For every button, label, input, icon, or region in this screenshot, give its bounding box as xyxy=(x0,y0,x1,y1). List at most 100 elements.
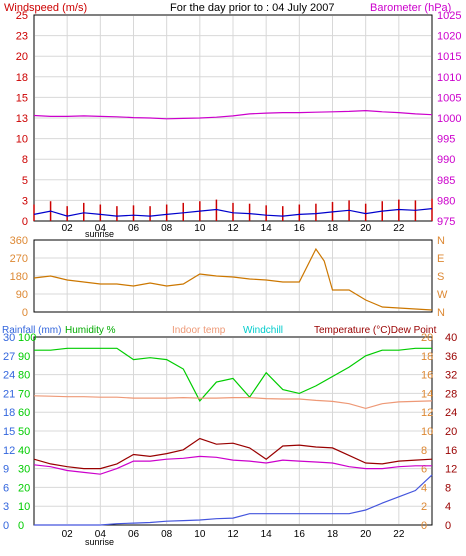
p1-right-tick: 1020 xyxy=(437,31,461,43)
sunrise-label-bottom: sunrise xyxy=(85,537,114,547)
p1-left-tick: 10 xyxy=(16,134,28,146)
x-tick-bottom: 18 xyxy=(327,529,339,540)
x-tick-top: 22 xyxy=(393,223,405,234)
p3-axis-tick: 16 xyxy=(445,445,457,457)
wind-direction-line xyxy=(33,247,433,311)
p3-axis-tick: 50 xyxy=(18,426,30,438)
p3-axis-tick: 21 xyxy=(3,388,15,400)
p3-axis-tick: 40 xyxy=(18,445,30,457)
p1-left-tick: 18 xyxy=(16,72,28,84)
series-1 xyxy=(33,395,433,410)
p3-axis-tick: 18 xyxy=(421,351,433,363)
x-tick-top: 20 xyxy=(360,223,372,234)
windspeed-label: Windspeed (m/s) xyxy=(4,2,87,14)
x-tick-bottom: 02 xyxy=(62,529,74,540)
barometer-line xyxy=(33,109,433,120)
p2-right-tick: S xyxy=(437,271,444,283)
x-tick-bottom: 08 xyxy=(161,529,173,540)
p3-axis-tick: 12 xyxy=(445,464,457,476)
x-tick-top: 06 xyxy=(128,223,140,234)
x-tick-top: 16 xyxy=(294,223,306,234)
panel-3-ticks: 0369121518212427300102030405060708090100… xyxy=(3,332,457,532)
p1-right-tick: 995 xyxy=(437,134,455,146)
p3-axis-tick: 8 xyxy=(445,482,451,494)
p3-axis-tick: 14 xyxy=(421,388,433,400)
p1-left-tick: 3 xyxy=(22,195,28,207)
sunrise-label-top: sunrise xyxy=(85,229,114,239)
p1-right-tick: 1025 xyxy=(437,10,461,22)
p3-axis-tick: 27 xyxy=(3,351,15,363)
p3-axis-tick: 12 xyxy=(421,407,433,419)
x-tick-bottom: 10 xyxy=(194,529,206,540)
legend-rainfall: Rainfall (mm) xyxy=(2,325,61,336)
legend-temperature-dewpoint: Temperature (°C)Dew Point xyxy=(314,325,437,336)
x-tick-bottom: 04 xyxy=(95,529,107,540)
x-tick-bottom: 06 xyxy=(128,529,140,540)
p3-axis-tick: 16 xyxy=(421,370,433,382)
p3-axis-tick: 30 xyxy=(3,332,15,344)
x-tick-top: 10 xyxy=(194,223,206,234)
p2-left-tick: 90 xyxy=(16,289,28,301)
p3-axis-tick: 9 xyxy=(3,464,9,476)
p1-right-tick: 1005 xyxy=(437,92,461,104)
p3-axis-tick: 90 xyxy=(18,351,30,363)
x-tick-top: 08 xyxy=(161,223,173,234)
p2-left-tick: 360 xyxy=(10,235,28,247)
x-tick-bottom: 20 xyxy=(360,529,372,540)
p3-axis-tick: 2 xyxy=(421,501,427,513)
p1-left-tick: 0 xyxy=(22,216,28,228)
p1-right-tick: 975 xyxy=(437,216,455,228)
p3-axis-tick: 20 xyxy=(18,482,30,494)
p3-axis-tick: 12 xyxy=(3,445,15,457)
p3-axis-tick: 0 xyxy=(445,520,451,532)
p1-left-tick: 20 xyxy=(16,51,28,63)
p3-axis-tick: 4 xyxy=(421,482,427,494)
p1-right-tick: 985 xyxy=(437,175,455,187)
p3-axis-tick: 6 xyxy=(3,482,9,494)
x-tick-top: 18 xyxy=(327,223,339,234)
x-tick-top: 04 xyxy=(95,223,107,234)
x-tick-bottom: 14 xyxy=(261,529,273,540)
p3-axis-tick: 30 xyxy=(18,464,30,476)
p3-axis-tick: 100 xyxy=(18,332,36,344)
p1-right-tick: 980 xyxy=(437,195,455,207)
p3-axis-tick: 32 xyxy=(445,370,457,382)
series-3 xyxy=(33,455,432,475)
p3-axis-tick: 24 xyxy=(3,370,15,382)
p1-right-tick: 990 xyxy=(437,154,455,166)
p3-axis-tick: 70 xyxy=(18,388,30,400)
p3-axis-tick: 24 xyxy=(445,407,457,419)
series-4 xyxy=(34,474,433,526)
p1-left-tick: 13 xyxy=(16,113,28,125)
p3-axis-tick: 36 xyxy=(445,351,457,363)
p2-left-tick: 0 xyxy=(22,307,28,319)
p1-left-tick: 8 xyxy=(22,154,28,166)
x-tick-top: 12 xyxy=(227,223,239,234)
p3-axis-tick: 10 xyxy=(421,426,433,438)
p3-axis-tick: 8 xyxy=(421,445,427,457)
legend-windchill: Windchill xyxy=(243,325,283,336)
p1-right-tick: 1000 xyxy=(437,113,461,125)
p3-axis-tick: 60 xyxy=(18,407,30,419)
p2-right-tick: N xyxy=(437,235,445,247)
p3-axis-tick: 18 xyxy=(3,407,15,419)
p2-left-tick: 180 xyxy=(10,271,28,283)
p3-axis-tick: 3 xyxy=(3,501,9,513)
p2-left-tick: 270 xyxy=(10,253,28,265)
p3-axis-tick: 20 xyxy=(421,332,433,344)
p3-axis-tick: 0 xyxy=(421,520,427,532)
windspeed-line xyxy=(33,208,433,217)
p3-axis-tick: 28 xyxy=(445,388,457,400)
x-tick-bottom: 16 xyxy=(294,529,306,540)
series-layer xyxy=(33,109,433,526)
series-2 xyxy=(33,437,433,470)
x-axis-ticks: 02 02 04 04 06 06 08 08 10 10 12 12 14 14 16 16 18 18 20 20… xyxy=(62,223,405,540)
p2-right-tick: W xyxy=(437,289,448,301)
p3-axis-tick: 80 xyxy=(18,370,30,382)
chart-title: For the day prior to : 04 July 2007 xyxy=(170,2,334,14)
p1-left-tick: 25 xyxy=(16,10,28,22)
p2-right-tick: E xyxy=(437,253,444,265)
x-tick-bottom: 12 xyxy=(227,529,239,540)
x-tick-top: 02 xyxy=(62,223,74,234)
